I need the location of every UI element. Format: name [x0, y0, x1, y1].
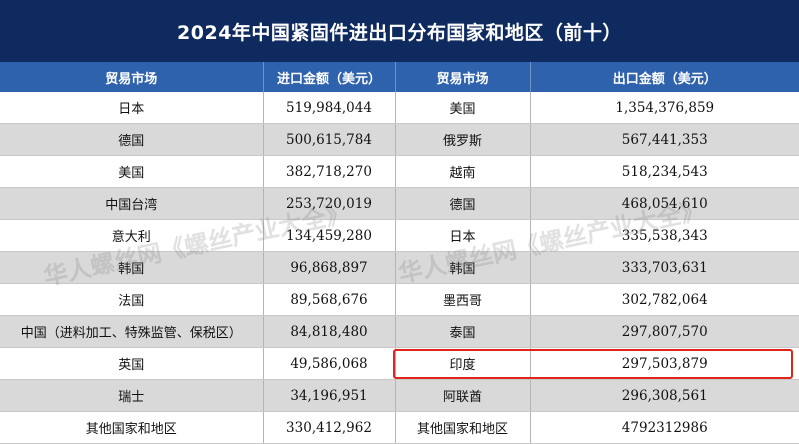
import-market-cell: 中国（进料加工、特殊监管、保税区） [0, 315, 264, 348]
export-market-cell: 德国 [395, 187, 531, 220]
import-amount-cell: 96,868,897 [263, 251, 396, 284]
table-row: 中国（进料加工、特殊监管、保税区） 84,818,480 泰国 297,807,… [0, 315, 799, 348]
import-amount-cell: 34,196,951 [263, 379, 396, 412]
import-market-cell: 韩国 [0, 251, 264, 284]
export-market-cell: 俄罗斯 [395, 123, 531, 156]
header-export-market: 贸易市场 [395, 62, 531, 92]
table-row: 美国 382,718,270 越南 518,234,543 [0, 155, 799, 188]
import-market-cell: 其他国家和地区 [0, 411, 264, 444]
import-market-cell: 德国 [0, 123, 264, 156]
import-amount-cell: 49,586,068 [263, 347, 396, 380]
trade-table: 贸易市场 进口金额（美元） 贸易市场 出口金额（美元） 日本 519,984,0… [0, 62, 799, 444]
import-amount-cell: 382,718,270 [263, 155, 396, 188]
import-amount-cell: 500,615,784 [263, 123, 396, 156]
table-row: 英国 49,586,068 印度 297,503,879 [0, 347, 799, 380]
import-amount-cell: 519,984,044 [263, 92, 396, 124]
export-amount-cell: 302,782,064 [530, 283, 799, 316]
export-amount-cell: 335,538,343 [530, 219, 799, 252]
export-market-cell: 泰国 [395, 315, 531, 348]
header-import-market: 贸易市场 [0, 62, 264, 92]
export-amount-cell: 297,807,570 [530, 315, 799, 348]
export-market-cell: 日本 [395, 219, 531, 252]
export-market-cell: 印度 [395, 347, 531, 380]
table-row: 意大利 134,459,280 日本 335,538,343 [0, 219, 799, 252]
import-market-cell: 美国 [0, 155, 264, 188]
export-amount-cell: 468,054,610 [530, 187, 799, 220]
export-market-cell: 韩国 [395, 251, 531, 284]
export-amount-cell: 518,234,543 [530, 155, 799, 188]
import-amount-cell: 84,818,480 [263, 315, 396, 348]
export-amount-cell: 1,354,376,859 [530, 92, 799, 124]
import-amount-cell: 89,568,676 [263, 283, 396, 316]
table-row: 其他国家和地区 330,412,962 其他国家和地区 4792312986 [0, 411, 799, 444]
table-row: 法国 89,568,676 墨西哥 302,782,064 [0, 283, 799, 316]
header-import-amount: 进口金额（美元） [263, 62, 396, 92]
import-market-cell: 瑞士 [0, 379, 264, 412]
title-bar: 2024年中国紧固件进出口分布国家和地区（前十） [0, 0, 799, 62]
export-market-cell: 越南 [395, 155, 531, 188]
header-export-amount: 出口金额（美元） [530, 62, 799, 92]
import-market-cell: 中国台湾 [0, 187, 264, 220]
import-market-cell: 意大利 [0, 219, 264, 252]
import-market-cell: 法国 [0, 283, 264, 316]
export-amount-cell: 297,503,879 [530, 347, 799, 380]
export-amount-cell: 333,703,631 [530, 251, 799, 284]
import-amount-cell: 253,720,019 [263, 187, 396, 220]
export-amount-cell: 4792312986 [530, 411, 799, 444]
header-row: 贸易市场 进口金额（美元） 贸易市场 出口金额（美元） [0, 62, 799, 92]
export-amount-cell: 567,441,353 [530, 123, 799, 156]
export-amount-cell: 296,308,561 [530, 379, 799, 412]
table-row: 韩国 96,868,897 韩国 333,703,631 [0, 251, 799, 284]
import-market-cell: 日本 [0, 92, 264, 124]
table-row: 瑞士 34,196,951 阿联酋 296,308,561 [0, 379, 799, 412]
table-row: 德国 500,615,784 俄罗斯 567,441,353 [0, 123, 799, 156]
table-row: 日本 519,984,044 美国 1,354,376,859 [0, 92, 799, 124]
import-amount-cell: 134,459,280 [263, 219, 396, 252]
import-amount-cell: 330,412,962 [263, 411, 396, 444]
page-title: 2024年中国紧固件进出口分布国家和地区（前十） [177, 21, 622, 44]
table-row: 中国台湾 253,720,019 德国 468,054,610 [0, 187, 799, 220]
export-market-cell: 美国 [395, 92, 531, 124]
export-market-cell: 墨西哥 [395, 283, 531, 316]
export-market-cell: 阿联酋 [395, 379, 531, 412]
import-market-cell: 英国 [0, 347, 264, 380]
export-market-cell: 其他国家和地区 [395, 411, 531, 444]
